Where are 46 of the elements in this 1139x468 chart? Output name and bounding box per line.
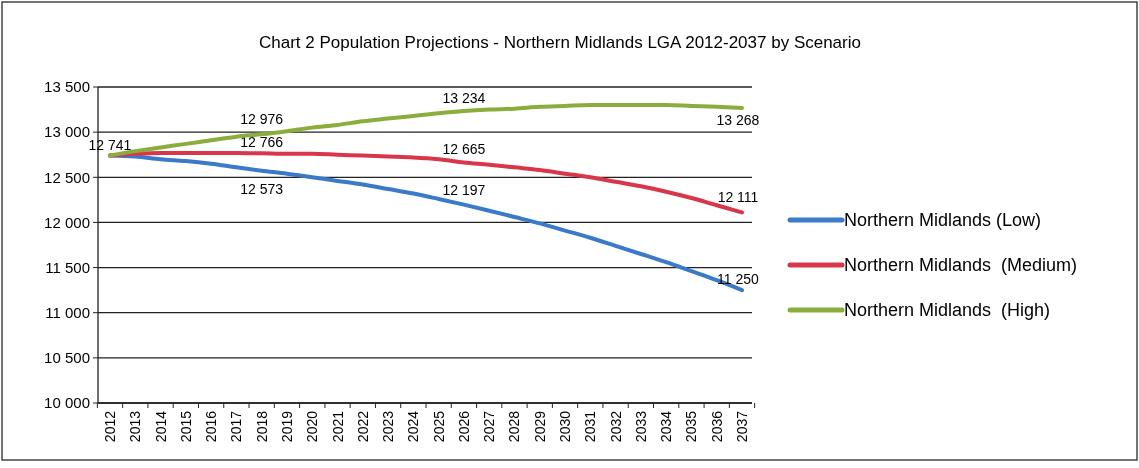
- data-label: 12 197: [442, 181, 486, 198]
- y-tick-label: 12 500: [44, 168, 90, 186]
- x-tick-label: 2032: [607, 410, 624, 443]
- x-tick-label: 2037: [734, 410, 750, 443]
- legend-label: Northern Midlands (Medium): [844, 255, 1078, 276]
- y-tick-label: 10 000: [44, 394, 90, 412]
- legend-label: Northern Midlands (Low): [844, 210, 1042, 231]
- chart-title: Chart 2 Population Projections - Northern Midlands LGA 2012-2037 by Scenario: [259, 33, 861, 52]
- x-tick-label: 2035: [683, 410, 700, 443]
- y-tick-label: 13 000: [44, 123, 90, 141]
- y-tick-label: 12 000: [44, 213, 90, 231]
- data-label: 12 665: [442, 141, 486, 158]
- data-label: 12 111: [717, 189, 759, 206]
- y-tick-label: 10 500: [44, 349, 90, 367]
- x-tick-label: 2017: [228, 410, 245, 443]
- x-tick-label: 2016: [203, 410, 220, 443]
- x-tick-label: 2025: [430, 410, 447, 443]
- x-tick-label: 2031: [582, 410, 599, 443]
- x-tick-label: 2022: [354, 410, 371, 443]
- y-tick-label: 11 500: [45, 258, 90, 276]
- y-tick-label: 11 000: [45, 303, 90, 321]
- x-tick-label: 2027: [481, 410, 498, 443]
- data-label: 13 268: [716, 111, 760, 128]
- x-tick-label: 2034: [658, 410, 675, 443]
- legend-label: Northern Midlands (High): [844, 300, 1051, 321]
- data-label: 13 234: [442, 90, 486, 107]
- y-tick-label: 13 500: [44, 78, 90, 96]
- x-tick-label: 2013: [127, 410, 144, 443]
- x-tick-label: 2012: [102, 410, 118, 443]
- x-tick-label: 2024: [405, 410, 422, 443]
- x-tick-label: 2023: [380, 410, 397, 443]
- x-tick-label: 2030: [557, 410, 574, 443]
- x-tick-label: 2019: [278, 410, 295, 443]
- x-tick-label: 2014: [152, 410, 169, 443]
- x-tick-label: 2018: [253, 410, 270, 443]
- x-tick-label: 2015: [177, 410, 194, 443]
- x-tick-label: 2033: [632, 410, 649, 443]
- x-tick-label: 2029: [531, 410, 548, 443]
- x-tick-label: 2026: [455, 410, 472, 443]
- x-tick-label: 2020: [304, 410, 321, 443]
- x-tick-label: 2021: [329, 410, 346, 443]
- x-tick-label: 2036: [708, 410, 725, 443]
- data-label: 12 573: [240, 180, 284, 197]
- x-tick-label: 2028: [506, 410, 523, 443]
- data-label: 12 766: [240, 134, 284, 151]
- data-label: 12 976: [240, 111, 284, 128]
